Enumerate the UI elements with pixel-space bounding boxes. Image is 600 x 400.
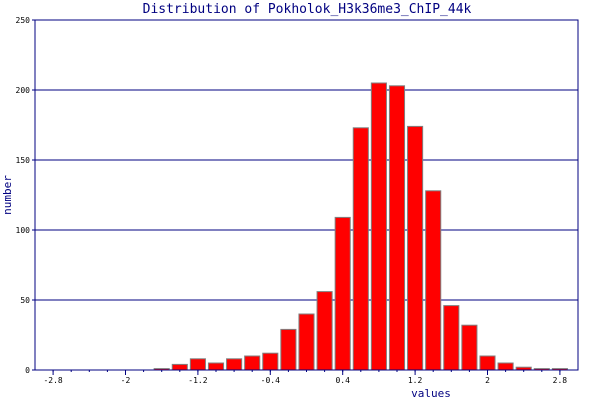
y-tick-label-4: 200 [16, 86, 31, 95]
x-axis-label: values [411, 387, 451, 400]
x-axis-ticks: -2.8 -2 -1.2 -0.4 0.4 1.2 2 2.8 [43, 370, 567, 385]
x-tick-label-4: 0.4 [335, 376, 350, 385]
bar-2 [189, 358, 206, 371]
bar-5 [244, 355, 261, 371]
bar-15 [425, 190, 442, 371]
y-tick-label-2: 100 [16, 226, 31, 235]
bar-18 [479, 355, 496, 371]
bars [153, 82, 568, 371]
y-axis-ticks: 0 50 100 150 200 250 [16, 16, 35, 375]
x-tick-label-3: -0.4 [261, 376, 280, 385]
x-tick-label-6: 2 [485, 376, 490, 385]
x-tick-label-5: 1.2 [408, 376, 423, 385]
x-tick-label-7: 2.8 [553, 376, 568, 385]
bar-4 [226, 358, 243, 371]
bar-3 [207, 362, 225, 371]
bar-11 [352, 127, 369, 371]
bar-6 [262, 352, 279, 371]
bar-14 [407, 125, 424, 371]
chart-title: Distribution of Pokholok_H3k36me3_ChIP_4… [143, 2, 472, 17]
bar-8 [298, 313, 315, 371]
y-tick-label-3: 150 [16, 156, 31, 165]
y-tick-label-5: 250 [16, 16, 31, 25]
bar-7 [280, 328, 297, 371]
y-tick-label-0: 0 [25, 366, 30, 375]
bar-9 [316, 291, 333, 371]
bar-10 [334, 216, 351, 371]
y-axis-label: number [1, 175, 14, 215]
bar-19 [497, 362, 514, 371]
x-tick-label-1: -2 [121, 376, 131, 385]
x-tick-label-0: -2.8 [43, 376, 62, 385]
bar-13 [388, 85, 406, 371]
bar-1 [171, 363, 188, 371]
x-tick-label-2: -1.2 [188, 376, 207, 385]
y-tick-label-1: 50 [20, 296, 30, 305]
gridlines [35, 89, 578, 301]
bar-12 [370, 82, 387, 371]
bar-16 [443, 305, 460, 371]
bar-17 [461, 324, 478, 371]
